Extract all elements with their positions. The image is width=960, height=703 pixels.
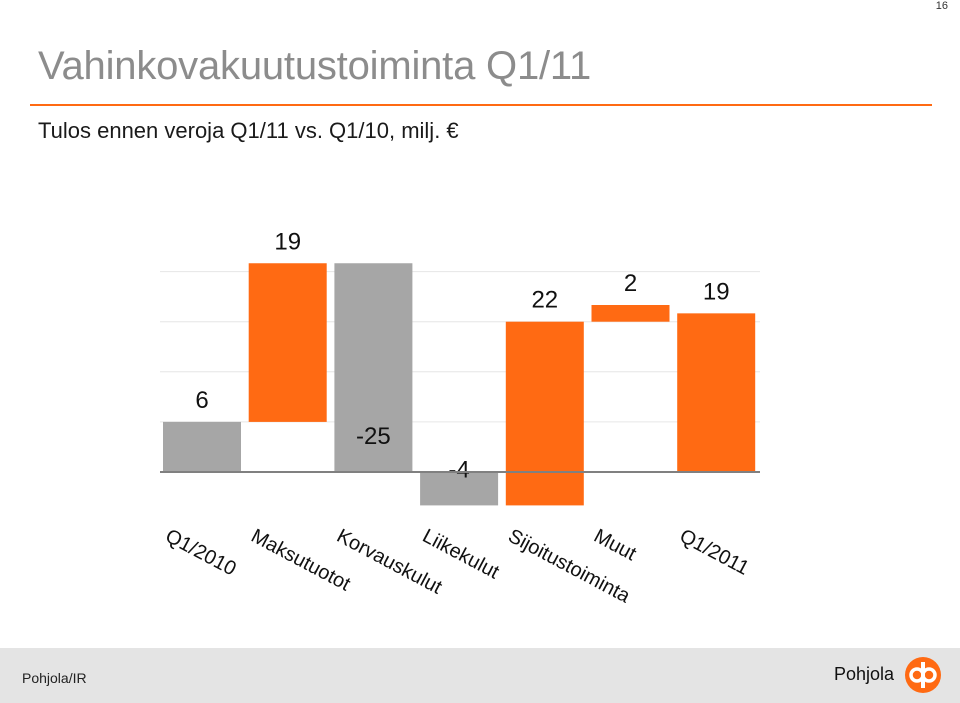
category-label-0: Q1/2010	[162, 525, 240, 580]
category-label-5: Muut	[590, 525, 640, 566]
footer-label: Pohjola/IR	[22, 670, 87, 686]
bar-maksutuotot	[248, 263, 327, 422]
bar-korvauskulut	[334, 263, 413, 472]
bar-liikekulut	[420, 472, 499, 506]
bar-q1-2011	[677, 313, 756, 472]
data-label-4: 22	[531, 287, 558, 314]
bar-muut	[591, 305, 670, 322]
slide-number: 16	[935, 0, 948, 12]
data-label-5: 2	[624, 270, 637, 297]
category-label-6: Q1/2011	[676, 525, 753, 580]
data-label-1: 19	[274, 228, 301, 255]
pohjola-logo-icon	[905, 657, 941, 693]
bar-q1-2010	[163, 421, 241, 472]
data-label-6: 19	[703, 278, 730, 305]
chart-subtitle: Tulos ennen veroja Q1/11 vs. Q1/10, milj…	[38, 118, 459, 143]
bar-sijoitustoiminta	[505, 321, 584, 506]
data-label-2: -25	[356, 423, 391, 450]
data-label-0: 6	[195, 387, 208, 414]
brand-name: Pohjola	[834, 664, 895, 684]
footer-bar: Pohjola/IR Pohjola	[0, 648, 960, 703]
data-label-3: -4	[448, 456, 469, 483]
page-title: Vahinkovakuutustoiminta Q1/11	[38, 44, 592, 88]
title-divider	[30, 104, 932, 106]
